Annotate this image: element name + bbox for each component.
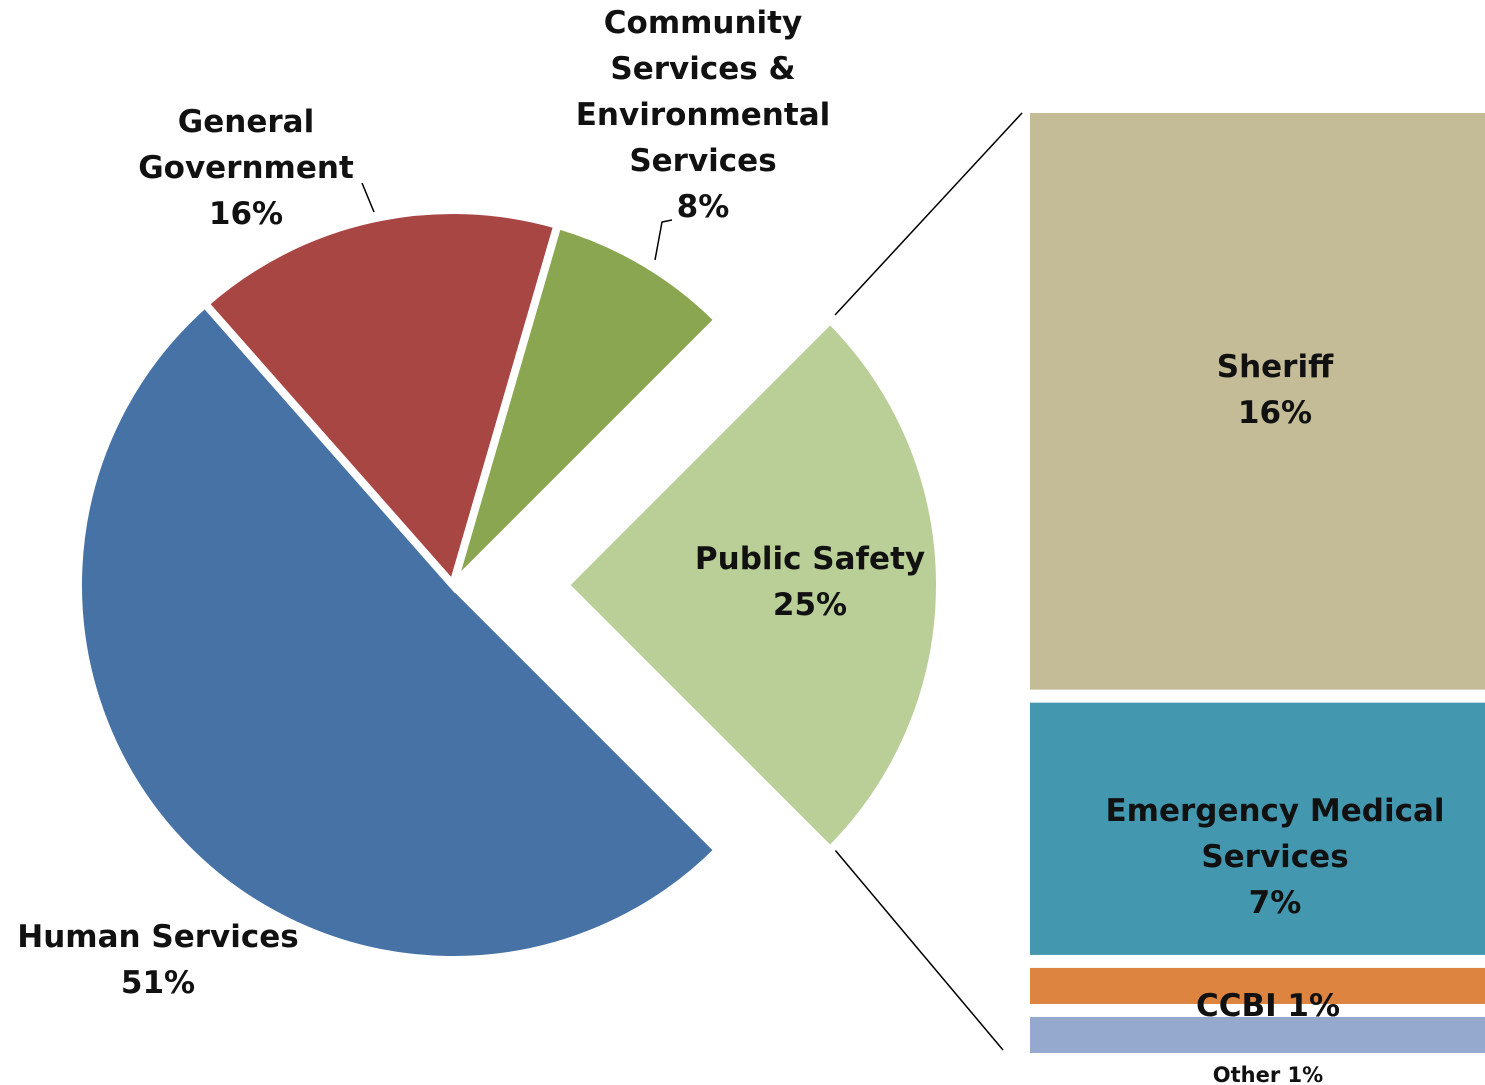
pie-slice (449, 219, 724, 588)
category-label: Community Services & Environmental Servi… (575, 5, 831, 179)
value-label: 1% (1287, 1063, 1324, 1085)
pie-slice (199, 206, 563, 594)
bar-segment (1030, 967, 1485, 1004)
value-label: 16% (1237, 395, 1313, 431)
value-label: 7% (1248, 885, 1302, 921)
leader-line (654, 219, 673, 261)
value-label: 51% (120, 965, 196, 1001)
category-label: Other (1212, 1063, 1281, 1085)
value-label: 16% (208, 196, 284, 232)
data-label: Public Safety 25% (680, 536, 940, 628)
data-label: Emergency Medical Services 7% (1085, 788, 1465, 926)
value-label: 25% (772, 587, 848, 623)
value-label: 1% (1287, 988, 1341, 1024)
bar-segment (1030, 1016, 1485, 1053)
data-label: Community Services & Environmental Servi… (553, 0, 853, 230)
data-label: Other 1% (1213, 1062, 1323, 1085)
bar-segment (1030, 113, 1485, 690)
data-label: Sheriff 16% (1075, 344, 1475, 436)
category-label: CCBI (1195, 988, 1277, 1024)
data-label: Human Services 51% (0, 914, 323, 1006)
data-label: CCBI 1% (1196, 983, 1340, 1029)
connector-line (834, 112, 1023, 316)
category-label: Emergency Medical Services (1105, 793, 1445, 875)
connector-line (834, 849, 1004, 1051)
category-label: Sheriff (1216, 349, 1334, 385)
bar-segment (1030, 702, 1485, 955)
value-label: 8% (676, 189, 730, 225)
pie-slice (74, 298, 724, 964)
leader-line (361, 182, 375, 213)
category-label: Human Services (17, 919, 299, 955)
pie-slice (559, 314, 944, 856)
category-label: Public Safety (694, 541, 926, 577)
category-label: General Government (138, 104, 354, 186)
data-label: General Government 16% (116, 99, 376, 237)
